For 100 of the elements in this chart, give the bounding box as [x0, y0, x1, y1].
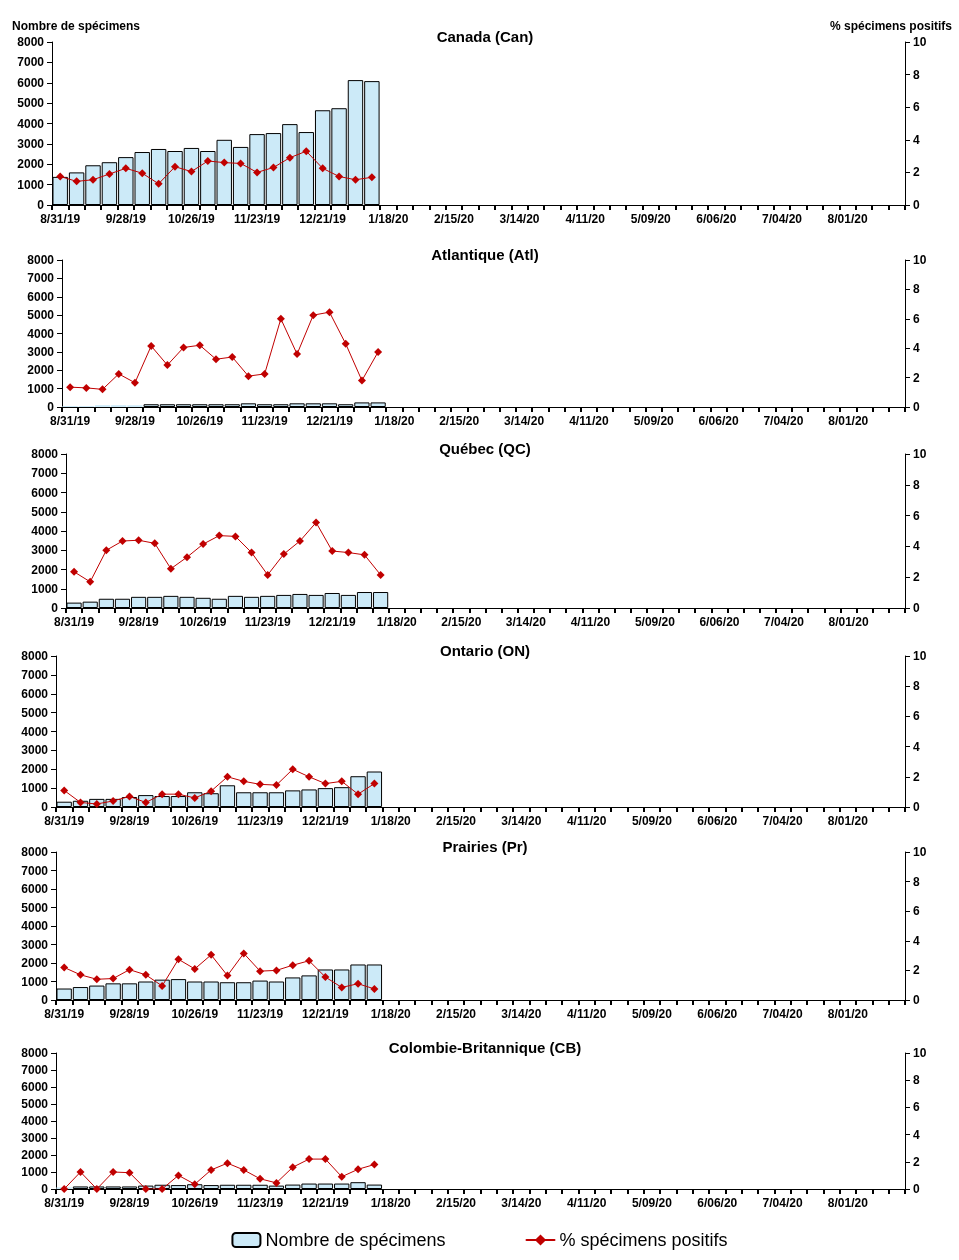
- x-tick-label: 2/15/20: [435, 1007, 477, 1021]
- y-tick-label: 7000: [21, 1063, 49, 1077]
- y2-tick-label: 10: [913, 253, 927, 267]
- point: [223, 772, 232, 781]
- y2-tick-label: 2: [913, 165, 920, 180]
- x-tick-label: 8/31/19: [44, 1196, 85, 1210]
- y2-tick-label: 8: [913, 679, 920, 694]
- x-tick-label: 8/31/19: [40, 212, 81, 226]
- y-tick-label: 2000: [31, 562, 59, 577]
- point: [288, 765, 297, 774]
- point: [174, 955, 183, 964]
- y-tick-label: 6000: [21, 882, 49, 896]
- x-tick-label: 11/23/19: [237, 1196, 284, 1210]
- point: [305, 772, 314, 781]
- x-tick-label: 2/15/20: [433, 212, 475, 226]
- point: [92, 799, 101, 808]
- point: [207, 1165, 216, 1174]
- point: [109, 796, 118, 805]
- x-tick-label: 11/23/19: [241, 414, 288, 428]
- point: [325, 308, 334, 317]
- y-tick-label: 4000: [21, 919, 49, 933]
- x-tick-label: 8/31/19: [50, 414, 91, 428]
- x-tick-label: 4/11/20: [570, 615, 611, 629]
- y-tick-label: 3000: [27, 344, 55, 359]
- x-tick-label: 1/18/20: [374, 414, 415, 428]
- point: [256, 1174, 265, 1183]
- x-tick-label: 5/09/20: [631, 1007, 673, 1021]
- y2-tick-label: 4: [913, 539, 920, 554]
- point: [56, 172, 65, 181]
- x-tick-label: 5/09/20: [631, 814, 673, 828]
- point: [239, 777, 248, 786]
- point: [256, 780, 265, 789]
- y2-tick-label: 0: [913, 800, 920, 814]
- y-tick-label: 4000: [31, 524, 59, 538]
- point: [89, 175, 98, 184]
- point: [337, 1172, 346, 1181]
- point: [272, 966, 281, 975]
- point: [179, 343, 188, 352]
- x-tick-label: 3/14/20: [505, 615, 547, 629]
- point: [374, 347, 383, 356]
- point: [92, 1185, 101, 1193]
- chart-title: Ontario (ON): [440, 642, 530, 659]
- y2-tick-label: 0: [913, 198, 920, 212]
- point: [199, 540, 208, 549]
- x-tick-label: 2/15/20: [435, 814, 477, 828]
- point: [360, 550, 369, 559]
- point: [125, 792, 134, 801]
- x-tick-label: 9/28/19: [105, 212, 147, 226]
- chart-title: Atlantique (Atl): [431, 246, 539, 263]
- x-tick-label: 11/23/19: [244, 615, 292, 629]
- point: [239, 1165, 248, 1174]
- y2-tick-label: 6: [913, 100, 920, 115]
- point: [215, 531, 224, 540]
- point: [370, 984, 379, 993]
- y-tick-label: 8000: [17, 35, 45, 49]
- x-tick-label: 7/04/20: [763, 615, 805, 629]
- y-tick-label: 4000: [17, 116, 45, 131]
- point: [263, 570, 272, 579]
- point: [302, 147, 311, 156]
- point: [125, 965, 134, 974]
- chart-title: Colombie-Britannique (CB): [388, 1039, 582, 1056]
- y-tick-label: 1000: [21, 974, 49, 989]
- point: [354, 1165, 363, 1174]
- point: [288, 1163, 297, 1172]
- point: [141, 970, 150, 979]
- point: [305, 1155, 314, 1164]
- y-tick-label: 3000: [17, 136, 45, 151]
- y2-tick-label: 10: [913, 447, 927, 461]
- x-tick-label: 6/06/20: [698, 414, 739, 428]
- point: [174, 1171, 183, 1180]
- point: [72, 177, 81, 186]
- point: [272, 1178, 281, 1187]
- x-tick-label: 10/26/19: [171, 1007, 219, 1021]
- point: [203, 156, 212, 165]
- x-tick-label: 1/18/20: [368, 212, 409, 226]
- point: [256, 967, 265, 976]
- x-tick-label: 3/14/20: [501, 1007, 542, 1021]
- point: [86, 577, 95, 586]
- x-tick-label: 6/06/20: [699, 615, 740, 629]
- x-tick-label: 11/23/19: [237, 1007, 284, 1021]
- point: [166, 564, 175, 573]
- point: [344, 548, 353, 557]
- point: [76, 970, 85, 979]
- point: [367, 173, 376, 182]
- y2-tick-label: 10: [913, 35, 927, 49]
- point: [190, 1180, 199, 1189]
- x-tick-label: 8/01/20: [828, 615, 869, 629]
- point: [154, 179, 163, 188]
- point: [231, 532, 240, 541]
- y2-tick-label: 4: [913, 341, 920, 356]
- y-tick-label: 7000: [27, 271, 55, 286]
- y2-tick-label: 8: [913, 1073, 920, 1088]
- point: [163, 361, 172, 370]
- x-tick-label: 8/01/20: [827, 1007, 869, 1021]
- y-tick-label: 6000: [21, 1080, 49, 1094]
- point: [309, 311, 318, 320]
- point: [295, 537, 304, 546]
- point: [114, 369, 123, 378]
- y-tick-label: 3000: [31, 543, 59, 558]
- x-tick-label: 4/11/20: [565, 212, 606, 226]
